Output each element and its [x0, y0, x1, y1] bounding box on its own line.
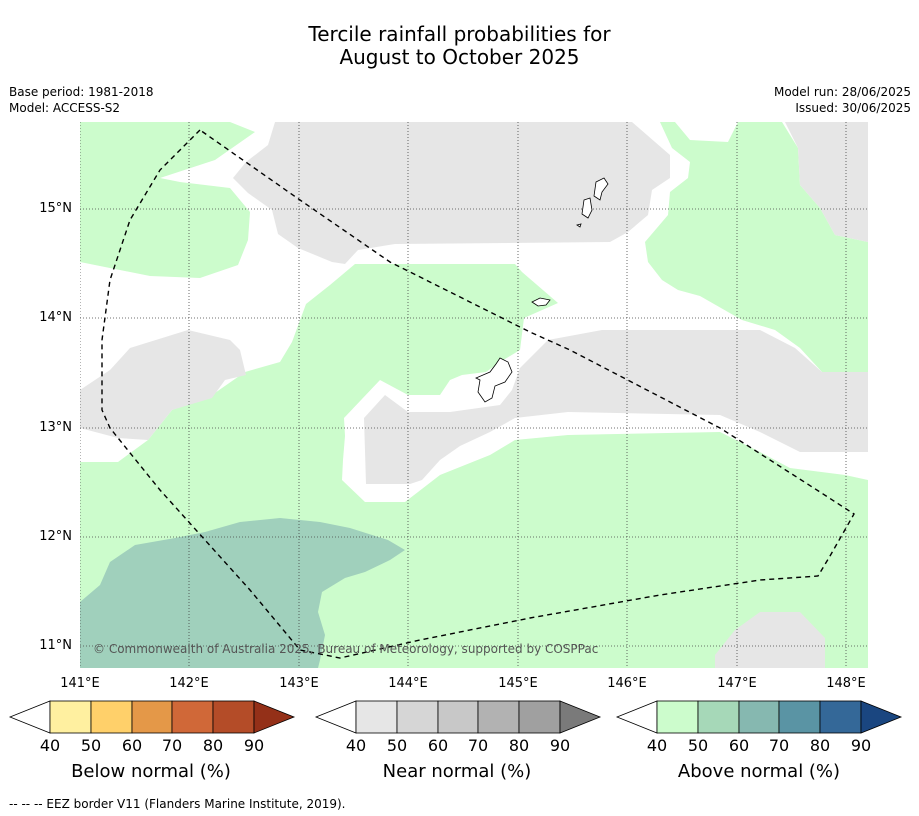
below-tick-80: 80 — [202, 736, 224, 755]
grey-region-middle-east — [364, 330, 868, 484]
below-extend-high — [253, 700, 296, 734]
above-tick-40: 40 — [646, 736, 668, 755]
lon-label-141e: 141°E — [60, 676, 100, 691]
island-aguijan — [576, 223, 582, 228]
near-bin-40-50 — [355, 700, 398, 734]
below-tick-40: 40 — [39, 736, 61, 755]
island-rota — [531, 297, 551, 307]
below-tick-90: 90 — [243, 736, 265, 755]
above-tick-70: 70 — [768, 736, 790, 755]
eez-footnote: -- -- -- EEZ border V11 (Flanders Marine… — [9, 797, 346, 811]
map-title-line2: August to October 2025 — [339, 45, 580, 69]
lon-label-144e: 144°E — [388, 676, 428, 691]
colorbar-below-normal — [8, 700, 296, 734]
grey-region-north — [233, 122, 670, 264]
above-tick-60: 60 — [728, 736, 750, 755]
base-period-text: Base period: 1981-2018 — [9, 85, 154, 99]
above-bin-80-90 — [819, 700, 862, 734]
near-tick-90: 90 — [549, 736, 571, 755]
near-tick-80: 80 — [508, 736, 530, 755]
below-bin-70-80 — [171, 700, 214, 734]
graticule — [80, 122, 868, 668]
above-extend-low — [615, 700, 658, 734]
below-normal-label: Below normal (%) — [71, 761, 231, 782]
near-normal-40-50-regions — [80, 122, 868, 668]
islands — [475, 177, 609, 403]
map-area: © Commonwealth of Australia 2025, Bureau… — [80, 122, 868, 668]
below-tick-70: 70 — [161, 736, 183, 755]
near-bin-70-80 — [477, 700, 520, 734]
above-normal-label: Above normal (%) — [677, 761, 841, 782]
near-bin-50-60 — [396, 700, 439, 734]
colorbar-above-normal — [615, 700, 903, 734]
grey-region-southeast — [715, 612, 825, 668]
near-bin-80-90 — [518, 700, 561, 734]
near-extend-low — [314, 700, 357, 734]
lat-label-11n: 11°N — [39, 638, 72, 653]
near-tick-50: 50 — [386, 736, 408, 755]
green-region-northwest — [80, 122, 255, 278]
above-tick-90: 90 — [850, 736, 872, 755]
near-tick-60: 60 — [427, 736, 449, 755]
lon-label-147e: 147°E — [717, 676, 757, 691]
below-bin-50-60 — [90, 700, 133, 734]
below-tick-50: 50 — [80, 736, 102, 755]
lat-label-12n: 12°N — [39, 529, 72, 544]
grey-region-west — [80, 330, 246, 440]
copyright-text: © Commonwealth of Australia 2025, Bureau… — [93, 642, 598, 656]
lon-label-142e: 142°E — [169, 676, 209, 691]
lat-label-15n: 15°N — [39, 201, 72, 216]
colorbar-near-normal — [314, 700, 602, 734]
lon-label-148e: 148°E — [826, 676, 866, 691]
above-bin-40-50 — [656, 700, 699, 734]
lon-label-146e: 146°E — [607, 676, 647, 691]
near-normal-label: Near normal (%) — [382, 761, 532, 782]
below-tick-60: 60 — [121, 736, 143, 755]
above-normal-50-60-region — [80, 518, 405, 668]
above-bin-70-80 — [778, 700, 821, 734]
above-bin-50-60 — [697, 700, 740, 734]
lon-label-143e: 143°E — [279, 676, 319, 691]
above-tick-80: 80 — [809, 736, 831, 755]
near-extend-high — [559, 700, 602, 734]
above-tick-50: 50 — [687, 736, 709, 755]
below-extend-low — [8, 700, 51, 734]
grey-patch-small — [450, 165, 495, 192]
near-bin-60-70 — [437, 700, 479, 734]
map-title-line1: Tercile rainfall probabilities for — [308, 22, 611, 46]
model-run-text: Model run: 28/06/2025 — [773, 85, 911, 99]
above-bin-60-70 — [738, 700, 780, 734]
green-region-east — [645, 122, 868, 372]
near-tick-40: 40 — [345, 736, 367, 755]
island-saipan — [593, 177, 609, 201]
lon-label-145e: 145°E — [498, 676, 538, 691]
below-bin-60-70 — [131, 700, 173, 734]
below-bin-80-90 — [212, 700, 255, 734]
below-bin-40-50 — [49, 700, 92, 734]
lat-label-14n: 14°N — [39, 310, 72, 325]
island-tinian — [581, 197, 593, 219]
model-text: Model: ACCESS-S2 — [9, 101, 121, 115]
above-extend-high — [860, 700, 903, 734]
grey-region-northeast — [785, 122, 868, 242]
near-tick-70: 70 — [467, 736, 489, 755]
issued-text: Issued: 30/06/2025 — [795, 101, 911, 115]
island-guam — [475, 357, 513, 403]
lat-label-13n: 13°N — [39, 420, 72, 435]
